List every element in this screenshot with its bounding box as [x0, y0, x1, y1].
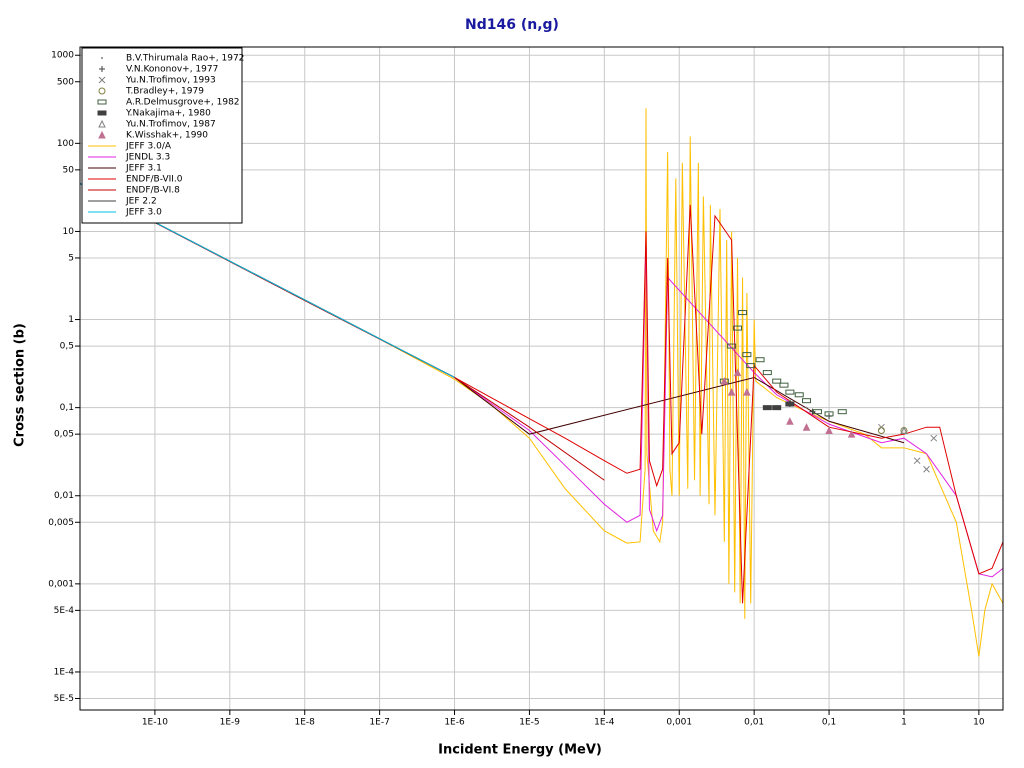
legend-label: A.R.Delmusgrove+, 1982 [126, 98, 240, 108]
y-tick-label: 1000 [51, 51, 74, 61]
point [785, 389, 795, 395]
point [742, 352, 752, 358]
legend-label: JEFF 3.0 [125, 208, 162, 218]
legend-marker [98, 76, 106, 84]
legend-label: JENDL 3.3 [125, 153, 170, 163]
point [930, 434, 938, 442]
y-tick-label: 10 [63, 227, 75, 237]
y-tick-label: 100 [57, 139, 74, 149]
point [802, 423, 811, 431]
y-tick-label: 50 [63, 165, 75, 175]
legend-label: ENDF/B-VI.8 [126, 186, 180, 196]
point [824, 411, 834, 417]
legend-label: V.N.Kononov+, 1977 [126, 65, 218, 75]
point [743, 388, 751, 396]
legend-marker [98, 119, 106, 128]
point [755, 357, 765, 363]
legend-marker [97, 110, 107, 116]
grid [80, 47, 1003, 710]
legend-marker [97, 99, 107, 105]
point [733, 325, 743, 331]
plot [80, 108, 1003, 657]
plot-frame [79, 46, 1004, 711]
legend-label: JEF 2.2 [125, 197, 157, 207]
point [746, 363, 756, 369]
x-tick-label: 0,01 [744, 718, 764, 728]
point [802, 398, 812, 404]
point [779, 382, 789, 388]
point [786, 417, 794, 425]
legend-label: T.Bradley+, 1979 [125, 87, 204, 97]
point [913, 457, 921, 465]
legend-marker [98, 87, 106, 95]
x-tick-label: 0,001 [666, 718, 692, 728]
series-line [80, 183, 1003, 578]
point [847, 430, 856, 438]
point [733, 368, 742, 377]
legend-box [81, 47, 243, 224]
point [720, 377, 729, 385]
x-tick-label: 1 [901, 718, 907, 728]
legend-label: JEFF 3.1 [125, 164, 162, 174]
legend-label: JEFF 3.0/A [125, 142, 172, 152]
point [794, 392, 804, 398]
x-axis-label: Incident Energy (MeV) [438, 743, 602, 758]
x-tick-label: 1E-8 [295, 718, 316, 728]
point [762, 405, 772, 411]
chart-title: Nd146 (n,g) [465, 17, 559, 33]
y-tick-label: 1 [68, 315, 74, 325]
point [805, 406, 808, 409]
x-tick-label: 0,1 [822, 718, 836, 728]
legend-label: ENDF/B-VII.0 [126, 175, 183, 185]
y-tick-label: 0,01 [54, 491, 74, 501]
point [837, 409, 847, 415]
y-tick-label: 5E-5 [54, 694, 74, 704]
point [772, 378, 782, 384]
point [825, 426, 833, 435]
x-tick-label: 1E-7 [369, 718, 389, 728]
y-tick-label: 5 [68, 253, 74, 263]
legend-marker [99, 66, 105, 72]
x-tick-label: 1E-4 [594, 718, 615, 728]
point [727, 343, 737, 349]
y-tick-label: 500 [57, 77, 74, 87]
y-tick-label: 0,001 [48, 579, 74, 589]
legend-label: Y.Nakajima+, 1980 [125, 109, 211, 119]
y-axis-label: Cross section (b) [13, 323, 28, 447]
point [785, 401, 795, 407]
y-tick-label: 0,005 [48, 518, 74, 528]
point [762, 370, 772, 376]
x-tick-label: 1E-9 [220, 718, 241, 728]
x-tick-label: 1E-10 [142, 718, 168, 728]
legend-label: Yu.N.Trofimov, 1993 [125, 76, 216, 86]
y-tick-label: 1E-4 [54, 667, 75, 677]
legend-marker [98, 130, 106, 139]
point [738, 310, 748, 316]
series-line [80, 183, 1003, 604]
point [812, 409, 822, 415]
y-tick-label: 0,1 [60, 403, 74, 413]
x-tick-label: 10 [973, 718, 985, 728]
legend-label: B.V.Thirumala Rao+, 1972 [126, 54, 244, 64]
point [809, 408, 816, 415]
y-tick-label: 5E-4 [54, 606, 75, 616]
x-tick-label: 1E-6 [444, 718, 465, 728]
legend-label: Yu.N.Trofimov, 1987 [125, 120, 216, 130]
y-tick-label: 0,5 [60, 342, 74, 352]
point [923, 465, 930, 473]
legend-marker [101, 57, 103, 59]
point [727, 388, 736, 396]
legend-label: K.Wisshak+, 1990 [126, 131, 208, 141]
x-tick-label: 1E-5 [519, 718, 539, 728]
point [900, 426, 908, 435]
point [772, 405, 782, 411]
point [877, 427, 885, 435]
y-tick-label: 0,05 [54, 430, 74, 440]
